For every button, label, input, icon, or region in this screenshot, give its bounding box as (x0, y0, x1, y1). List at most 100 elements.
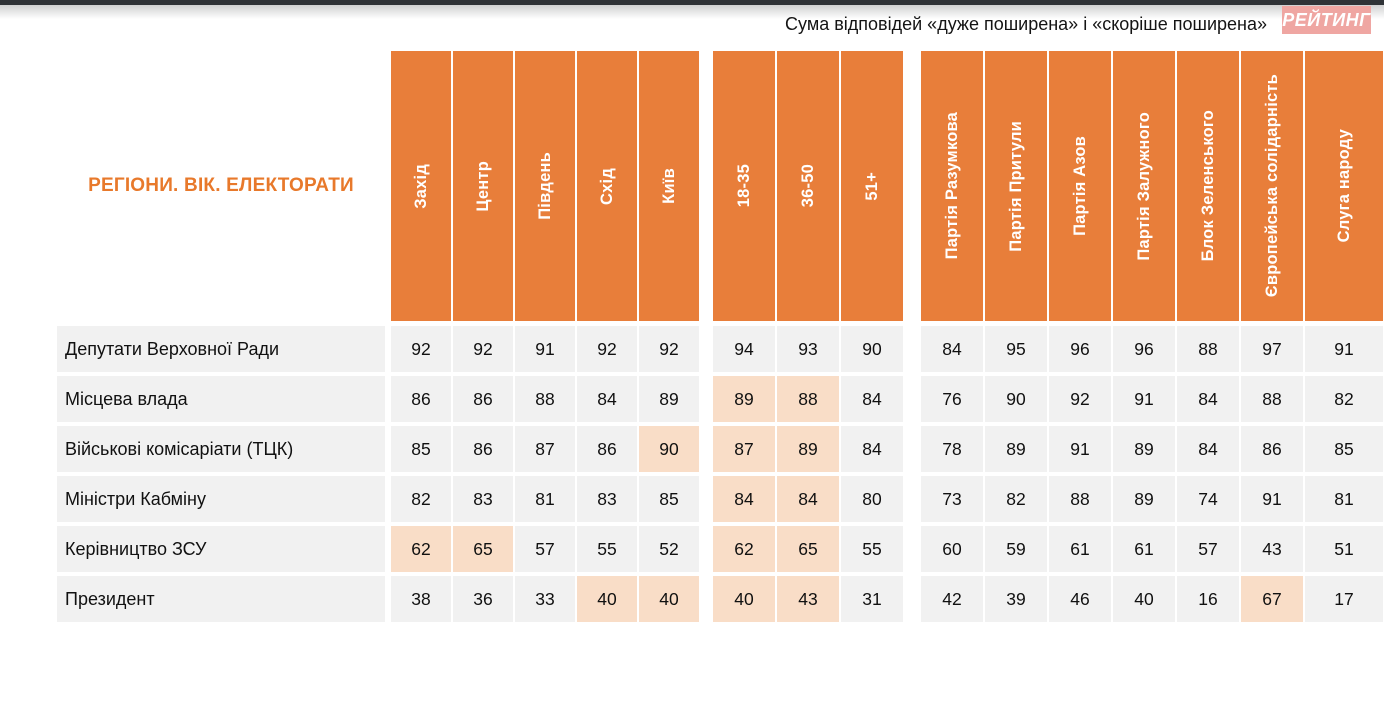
value-cell: 90 (985, 376, 1047, 422)
column-header-label: Партія Азов (1070, 136, 1089, 236)
value-cell: 89 (777, 426, 839, 472)
table-row: Міністри Кабміну 82 83 81 83 85 84 84 80 73 82 88 89… (57, 476, 1383, 522)
value-cell: 84 (841, 376, 903, 422)
value-cell: 89 (639, 376, 699, 422)
value-cell: 86 (1241, 426, 1303, 472)
row-label: Військові комісаріати (ТЦК) (57, 426, 385, 472)
value-cell: 86 (391, 376, 451, 422)
value-cell: 88 (1049, 476, 1111, 522)
top-border-bar (0, 0, 1384, 5)
value-cell: 40 (577, 576, 637, 622)
column-header: Київ (639, 51, 699, 321)
value-cell: 95 (985, 326, 1047, 372)
table-body: Депутати Верховної Ради 92 92 91 92 92 94 93 90 8… (57, 326, 1383, 622)
column-header: Партія Азов (1049, 51, 1111, 321)
value-cell: 84 (921, 326, 983, 372)
value-cell: 40 (713, 576, 775, 622)
row-label: Керівництво ЗСУ (57, 526, 385, 572)
value-cell: 82 (391, 476, 451, 522)
value-cell: 96 (1113, 326, 1175, 372)
value-cell: 57 (1177, 526, 1239, 572)
column-header-label: Схід (597, 167, 616, 205)
value-cell: 67 (1241, 576, 1303, 622)
data-table: РЕГІОНИ. ВІК. ЕЛЕКТОРАТИ Захід Центр Півде… (57, 51, 1383, 626)
value-cell: 43 (1241, 526, 1303, 572)
value-cell: 96 (1049, 326, 1111, 372)
row-label: Депутати Верховної Ради (57, 326, 385, 372)
value-cell: 84 (841, 426, 903, 472)
column-header-label: Партія Разумкова (942, 112, 961, 260)
value-cell: 74 (1177, 476, 1239, 522)
column-header-label: Захід (411, 163, 430, 209)
column-header-label: 18-35 (734, 164, 753, 208)
column-header: Партія Залужного (1113, 51, 1175, 321)
column-header: Південь (515, 51, 575, 321)
value-cell: 87 (713, 426, 775, 472)
value-cell: 83 (453, 476, 513, 522)
value-cell: 61 (1113, 526, 1175, 572)
rating-logo-badge: РЕЙТИНГ (1282, 6, 1371, 34)
value-cell: 61 (1049, 526, 1111, 572)
value-cell: 65 (777, 526, 839, 572)
value-cell: 88 (777, 376, 839, 422)
value-cell: 85 (639, 476, 699, 522)
value-cell: 92 (453, 326, 513, 372)
value-cell: 88 (515, 376, 575, 422)
value-cell: 87 (515, 426, 575, 472)
table-header-row: РЕГІОНИ. ВІК. ЕЛЕКТОРАТИ Захід Центр Півде… (57, 51, 1383, 321)
value-cell: 82 (1305, 376, 1383, 422)
value-cell: 89 (713, 376, 775, 422)
row-label: Місцева влада (57, 376, 385, 422)
column-header: Захід (391, 51, 451, 321)
row-label: Президент (57, 576, 385, 622)
table-title: РЕГІОНИ. ВІК. ЕЛЕКТОРАТИ (88, 175, 354, 196)
column-header-label: 51+ (862, 171, 881, 201)
value-cell: 89 (1113, 426, 1175, 472)
column-header-label: Центр (473, 160, 492, 212)
value-cell: 40 (1113, 576, 1175, 622)
row-label: Міністри Кабміну (57, 476, 385, 522)
value-cell: 65 (453, 526, 513, 572)
value-cell: 93 (777, 326, 839, 372)
value-cell: 92 (391, 326, 451, 372)
value-cell: 73 (921, 476, 983, 522)
column-header: Схід (577, 51, 637, 321)
value-cell: 80 (841, 476, 903, 522)
value-cell: 78 (921, 426, 983, 472)
value-cell: 84 (1177, 376, 1239, 422)
value-cell: 55 (577, 526, 637, 572)
table-row: Військові комісаріати (ТЦК) 85 86 87 86 90 87 8… (57, 426, 1383, 472)
column-header-label: Європейська солідарність (1262, 74, 1281, 298)
value-cell: 92 (639, 326, 699, 372)
value-cell: 84 (577, 376, 637, 422)
column-header-label: Київ (659, 168, 678, 204)
value-cell: 76 (921, 376, 983, 422)
value-cell: 46 (1049, 576, 1111, 622)
value-cell: 84 (777, 476, 839, 522)
value-cell: 88 (1177, 326, 1239, 372)
top-border-shadow (0, 5, 1384, 19)
column-header: 51+ (841, 51, 903, 321)
chart-subtitle: Сума відповідей «дуже поширена» і «скорі… (785, 14, 1267, 34)
value-cell: 39 (985, 576, 1047, 622)
value-cell: 43 (777, 576, 839, 622)
value-cell: 89 (985, 426, 1047, 472)
value-cell: 92 (577, 326, 637, 372)
value-cell: 36 (453, 576, 513, 622)
value-cell: 52 (639, 526, 699, 572)
value-cell: 89 (1113, 476, 1175, 522)
value-cell: 91 (1113, 376, 1175, 422)
value-cell: 94 (713, 326, 775, 372)
value-cell: 16 (1177, 576, 1239, 622)
value-cell: 85 (391, 426, 451, 472)
value-cell: 42 (921, 576, 983, 622)
value-cell: 51 (1305, 526, 1383, 572)
value-cell: 84 (1177, 426, 1239, 472)
value-cell: 91 (1049, 426, 1111, 472)
table-row: Місцева влада 86 86 88 84 89 89 88 84 76 90 92 91 84 8… (57, 376, 1383, 422)
value-cell: 40 (639, 576, 699, 622)
column-header-label: Південь (535, 152, 554, 220)
column-header: Блок Зеленського (1177, 51, 1239, 321)
value-cell: 82 (985, 476, 1047, 522)
